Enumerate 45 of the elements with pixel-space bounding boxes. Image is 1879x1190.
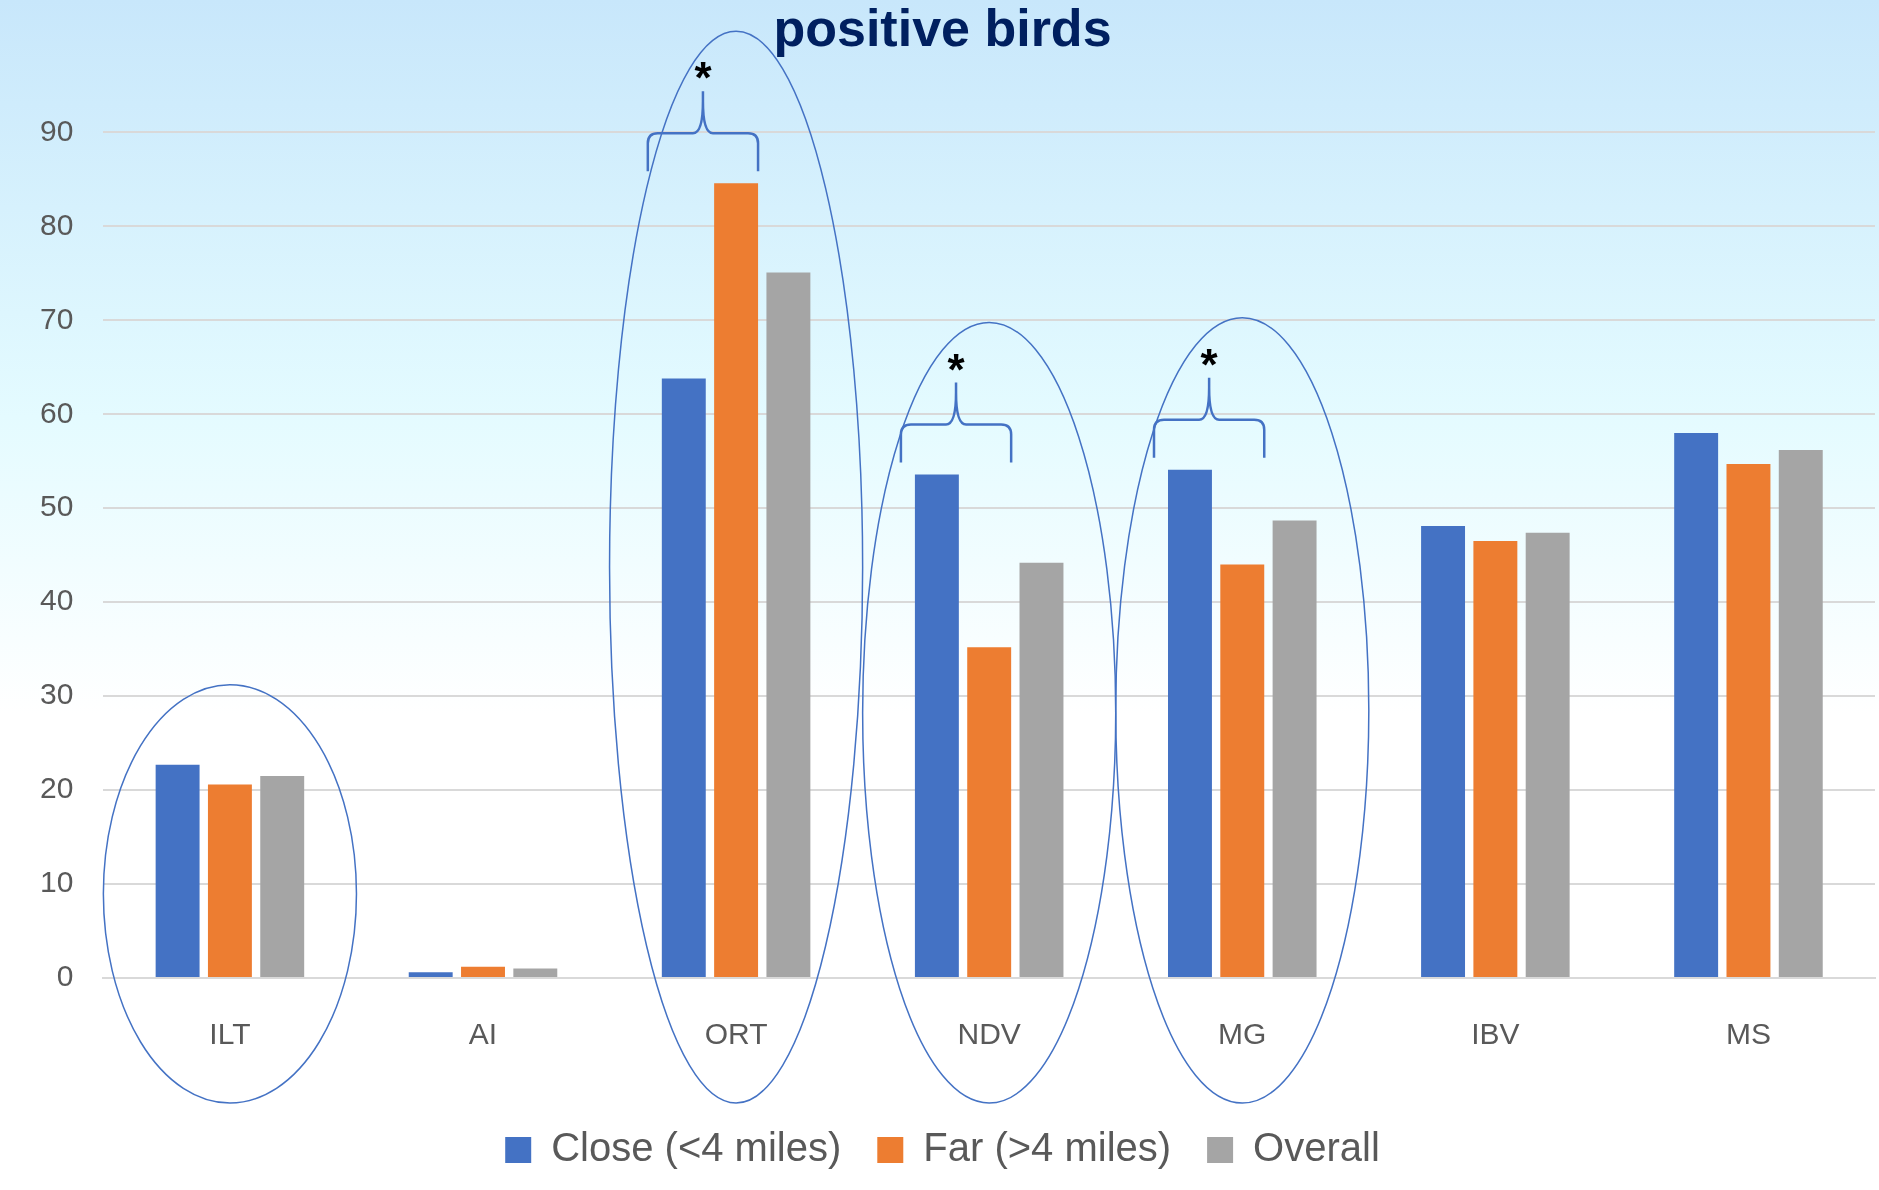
bar — [661, 378, 706, 977]
y-tick-label: 10 — [39, 865, 74, 899]
bar — [155, 764, 200, 977]
x-tick-label: IBV — [1471, 1017, 1520, 1051]
bar — [1726, 464, 1771, 977]
y-tick-label: 70 — [39, 301, 74, 335]
y-tick-label: 20 — [39, 771, 74, 805]
x-tick-label: ORT — [704, 1017, 768, 1051]
bar — [1421, 526, 1466, 977]
y-tick-label: 60 — [39, 395, 74, 429]
bar — [1525, 532, 1570, 977]
chart-title: positive birds — [773, 0, 1112, 57]
bar — [1272, 520, 1317, 977]
bar — [967, 647, 1012, 977]
bar — [1473, 541, 1518, 977]
bar — [1220, 564, 1265, 977]
x-tick-label: MS — [1725, 1017, 1771, 1051]
bar — [1019, 562, 1064, 977]
bar — [1674, 433, 1719, 977]
bar — [914, 474, 959, 977]
legend-label: Far (>4 miles) — [923, 1125, 1172, 1170]
legend-label: Close (<4 miles) — [551, 1125, 842, 1170]
x-tick-label: MG — [1218, 1017, 1267, 1051]
y-tick-label: 80 — [39, 207, 74, 241]
x-tick-label: NDV — [957, 1017, 1021, 1051]
y-tick-label: 30 — [39, 677, 74, 711]
annotation: * — [1200, 339, 1219, 389]
bar — [1778, 449, 1823, 977]
bar — [1168, 469, 1212, 977]
bar — [766, 272, 811, 977]
bar — [207, 784, 252, 977]
annotation: * — [947, 344, 966, 394]
bar — [408, 972, 453, 977]
legend-label: Overall — [1253, 1125, 1380, 1170]
y-tick-label: 50 — [39, 489, 74, 523]
y-tick-label: 0 — [56, 959, 74, 993]
bar — [714, 183, 759, 977]
x-tick-label: AI — [468, 1017, 498, 1051]
y-tick-label: 40 — [39, 583, 74, 617]
x-tick-label: ILT — [209, 1017, 251, 1051]
text: * — [694, 53, 713, 103]
y-tick-label: 90 — [39, 113, 74, 147]
bar — [513, 968, 558, 977]
bar — [461, 966, 505, 977]
bar — [260, 776, 305, 977]
